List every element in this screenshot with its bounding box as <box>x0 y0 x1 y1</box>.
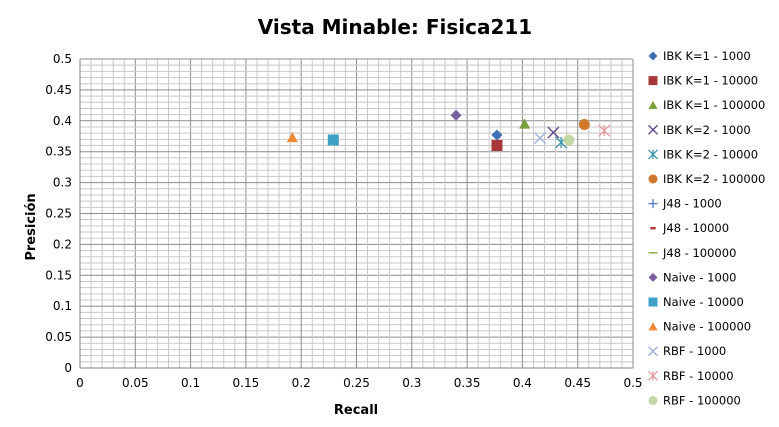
legend-label: RBF - 1000 <box>663 344 726 358</box>
legend-item: IBK K=1 - 1000 <box>648 49 751 63</box>
legend-label: Naive - 10000 <box>663 295 744 309</box>
x-tick-label: 0.2 <box>292 376 311 390</box>
legend-label: IBK K=2 - 1000 <box>663 123 751 137</box>
x-tick-label: 0.25 <box>343 376 370 390</box>
legend-label: Naive - 1000 <box>663 270 736 284</box>
legend-marker <box>648 395 658 405</box>
x-tick-label: 0.35 <box>454 376 481 390</box>
y-tick-label: 0.1 <box>53 299 72 313</box>
y-tick-label: 0.15 <box>45 268 72 282</box>
data-point <box>491 140 503 152</box>
data-point <box>563 134 575 146</box>
y-tick-label: 0.35 <box>45 145 72 159</box>
legend-item: IBK K=2 - 100000 <box>648 172 765 186</box>
y-tick-label: 0 <box>64 361 72 375</box>
plot-axes <box>79 59 633 369</box>
legend-item: IBK K=1 - 100000 <box>648 98 765 112</box>
legend-item: Naive - 100000 <box>648 320 751 334</box>
legend-marker <box>648 272 658 282</box>
legend-item: J48 - 1000 <box>648 197 722 211</box>
legend-marker <box>648 51 658 61</box>
legend-marker <box>648 346 658 357</box>
legend-item: RBF - 1000 <box>648 344 726 358</box>
data-point <box>519 118 531 129</box>
legend-item: IBK K=2 - 1000 <box>648 123 751 137</box>
y-tick-label: 0.3 <box>53 176 72 190</box>
data-point <box>534 132 547 145</box>
legend-label: J48 - 100000 <box>662 246 736 260</box>
x-tick-label: 0.45 <box>564 376 591 390</box>
x-tick-label: 0.4 <box>513 376 532 390</box>
x-tick-label: 0.1 <box>181 376 200 390</box>
y-tick-label: 0.4 <box>53 114 72 128</box>
x-axis-title: Recall <box>334 403 378 418</box>
x-tick-labels: 0 0.05 0.1 0.15 0.2 0.25 0.3 0.35 0.4 0.45 0.5 <box>76 376 642 390</box>
x-tick-label: 0 <box>76 376 84 390</box>
x-tick-label: 0.3 <box>402 376 421 390</box>
legend-item: J48 - 100000 <box>648 246 736 260</box>
legend-item: J48 - 10000 <box>650 221 729 235</box>
y-tick-label: 0.5 <box>53 52 72 66</box>
legend-marker <box>648 124 658 135</box>
legend-label: IBK K=1 - 10000 <box>663 74 758 88</box>
data-points <box>286 109 611 152</box>
plot-grid <box>79 58 634 369</box>
legend-item: RBF - 10000 <box>648 369 734 383</box>
data-point <box>491 129 503 141</box>
y-tick-label: 0.25 <box>45 207 72 221</box>
legend-marker <box>648 174 658 184</box>
x-tick-label: 0.15 <box>233 376 260 390</box>
data-point <box>547 126 560 139</box>
chart-title: Vista Minable: Fisica211 <box>258 15 532 39</box>
legend-item: RBF - 100000 <box>648 393 741 407</box>
y-tick-labels: 0 0.05 0.1 0.15 0.2 0.25 0.3 0.35 0.4 0.45 0.5 <box>45 52 72 375</box>
legend-label: RBF - 10000 <box>663 369 734 383</box>
data-point <box>450 109 462 121</box>
legend-item: IBK K=2 - 10000 <box>648 147 758 161</box>
legend-label: IBK K=2 - 10000 <box>663 147 758 161</box>
data-point <box>578 119 590 131</box>
legend-label: RBF - 100000 <box>663 393 741 407</box>
legend-item: Naive - 10000 <box>648 295 744 309</box>
legend-marker <box>648 297 658 307</box>
legend-label: IBK K=1 - 1000 <box>663 49 751 63</box>
legend-item: Naive - 1000 <box>648 270 736 284</box>
legend-marker <box>648 149 658 160</box>
legend-label: IBK K=2 - 100000 <box>663 172 765 186</box>
x-tick-label: 0.05 <box>122 376 149 390</box>
legend-marker <box>648 100 658 110</box>
legend: IBK K=1 - 1000 IBK K=1 - 10000 IBK K=1 - 1… <box>648 49 765 407</box>
legend-marker <box>648 199 658 209</box>
legend-label: J48 - 1000 <box>662 197 722 211</box>
y-tick-label: 0.05 <box>45 330 72 344</box>
y-tick-label: 0.2 <box>53 237 72 251</box>
legend-marker <box>648 370 658 381</box>
y-tick-label: 0.45 <box>45 83 72 97</box>
data-point <box>327 134 339 146</box>
data-point <box>598 124 611 137</box>
legend-label: Naive - 100000 <box>663 320 751 334</box>
data-point <box>286 131 298 143</box>
y-axis-title: Presición <box>24 193 39 260</box>
legend-marker <box>648 76 658 86</box>
legend-label: IBK K=1 - 100000 <box>663 98 765 112</box>
legend-item: IBK K=1 - 10000 <box>648 74 758 88</box>
legend-label: J48 - 10000 <box>662 221 729 235</box>
x-tick-label: 0.5 <box>623 376 642 390</box>
legend-marker <box>648 322 658 331</box>
